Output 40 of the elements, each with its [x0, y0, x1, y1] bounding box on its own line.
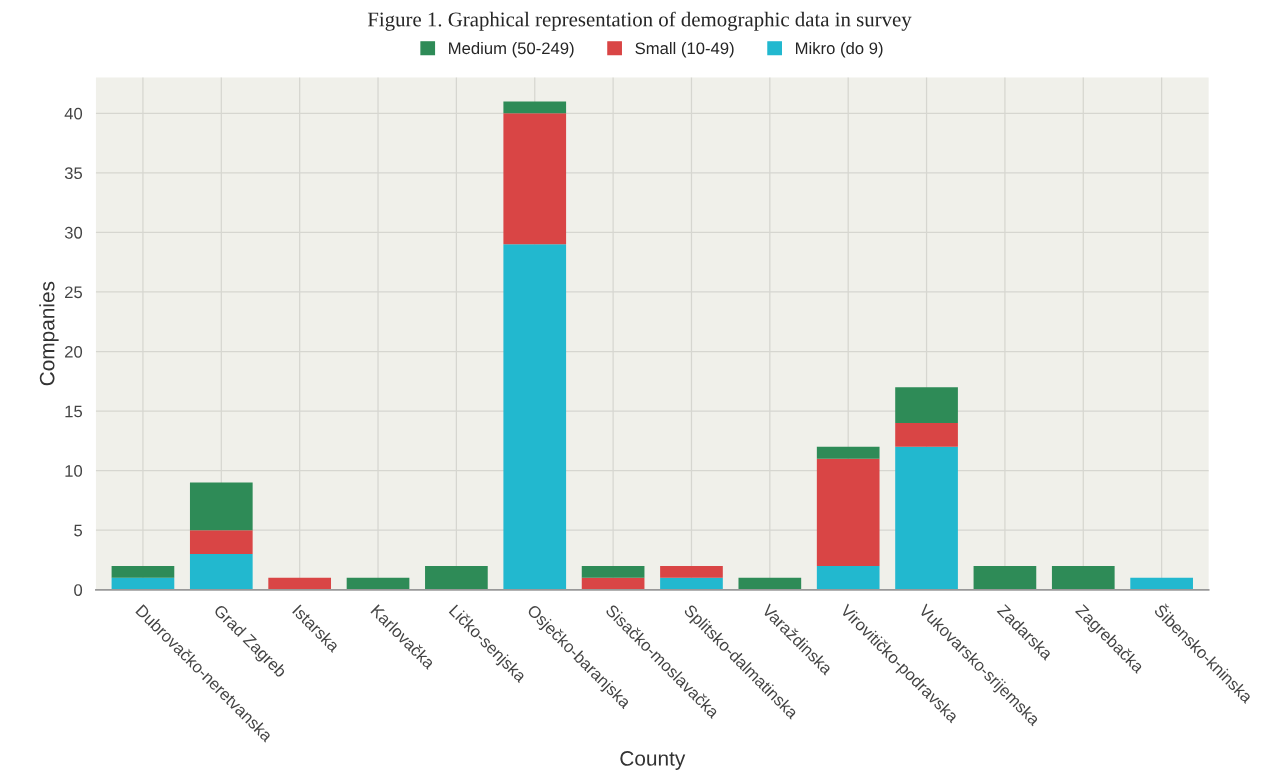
y-tick-label: 25: [65, 286, 83, 299]
y-tick-label: 40: [64, 107, 83, 120]
bar: [816, 446, 880, 459]
bar: [895, 387, 958, 424]
legend-label: Mikro (do 9): [796, 41, 883, 58]
bar: [738, 577, 802, 590]
y-tick-label: 20: [65, 345, 83, 358]
bar: [1130, 577, 1193, 590]
y-tick-label: 10: [65, 465, 83, 477]
y-tick-label: 5: [74, 524, 83, 537]
bar: [973, 565, 1037, 590]
legend-label: Medium (50-249): [449, 41, 574, 58]
bar: [111, 565, 175, 578]
bar: [581, 565, 645, 578]
chart-title: Figure 1. Graphical representation of demographic data in survey: [367, 11, 912, 31]
bar: [816, 565, 880, 590]
bar: [346, 577, 410, 590]
bar: [503, 113, 567, 245]
bar: [189, 482, 253, 531]
bar: [503, 101, 567, 114]
y-tick-label: 0: [74, 584, 83, 596]
y-axis-title: Companies: [39, 281, 59, 386]
legend-label: Small (10-49): [635, 41, 734, 58]
bar: [816, 458, 880, 566]
x-axis-title: County: [620, 751, 686, 770]
bar: [189, 554, 253, 590]
y-tick-label: 30: [64, 226, 83, 239]
bar: [1051, 565, 1115, 590]
bar: [660, 577, 723, 590]
bar: [895, 446, 958, 590]
bar: [111, 577, 175, 590]
bar: [189, 530, 253, 555]
bar: [503, 244, 567, 590]
bar: [268, 577, 332, 590]
y-tick-label: 35: [64, 167, 83, 180]
y-tick-label: 15: [65, 405, 83, 418]
bar: [425, 565, 488, 590]
bar: [660, 565, 723, 578]
bar: [581, 577, 645, 590]
bar: [895, 423, 958, 447]
